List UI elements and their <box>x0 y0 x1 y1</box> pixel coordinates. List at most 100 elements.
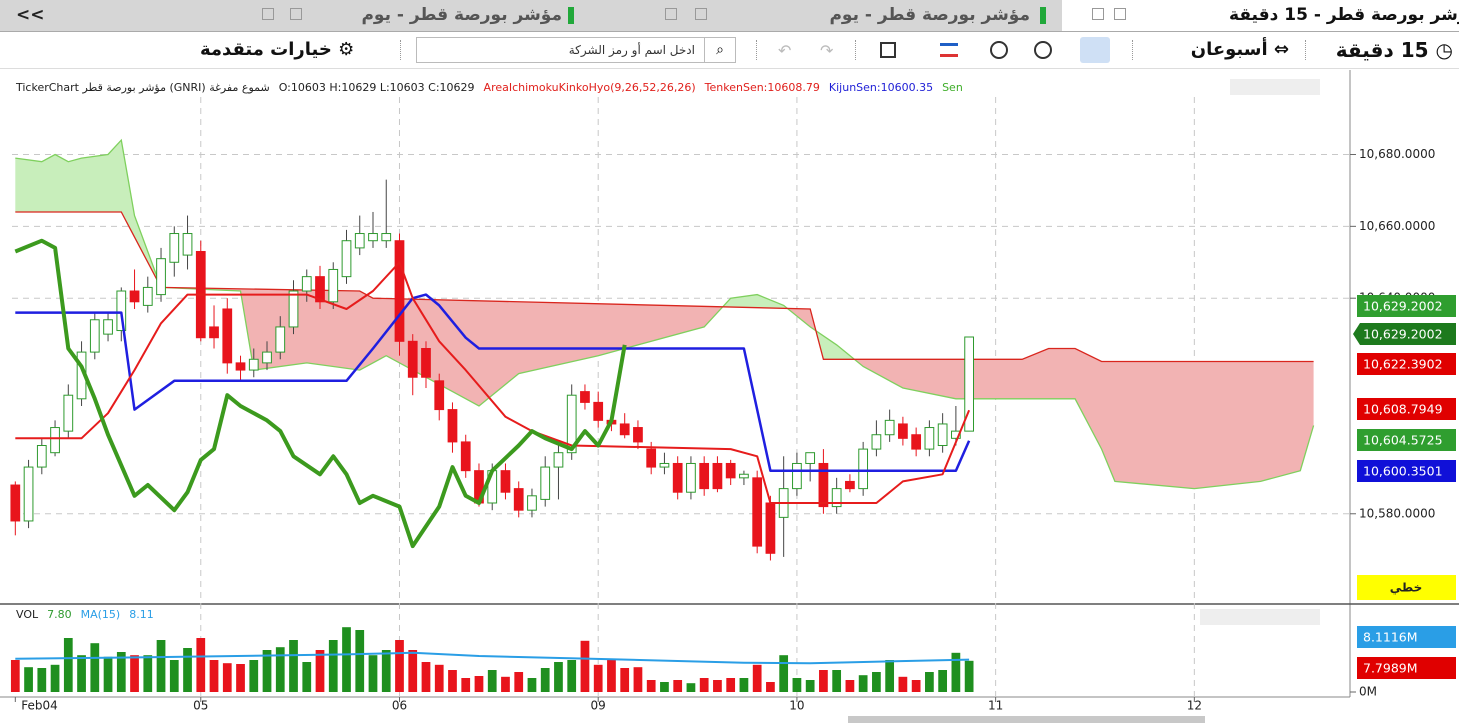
volume-bar <box>819 670 828 692</box>
candle-body <box>103 319 113 335</box>
depth-icon[interactable] <box>940 43 958 57</box>
volume-bar <box>395 640 404 692</box>
candle-body <box>354 233 365 249</box>
volume-bar <box>355 630 365 692</box>
candle-body <box>951 430 961 439</box>
candle-body <box>712 462 723 490</box>
tab-marker <box>1040 7 1046 24</box>
price-label-box <box>1357 353 1456 375</box>
candle-body <box>421 348 431 378</box>
toolbar: ◷ 15 دقيقة ⇔ أسبوعان ↷ ↶ ⌕ ادخل اسم أو ر… <box>0 32 1459 69</box>
tab-title[interactable]: مؤشر بورصة قطر - 15 دقيقة <box>1229 5 1459 25</box>
volume-bar <box>620 668 630 692</box>
price-label-box <box>1357 295 1456 317</box>
cloud-line <box>15 138 1315 490</box>
restore-icon[interactable] <box>1114 8 1126 20</box>
candle-body <box>646 448 657 468</box>
volume-bar <box>739 678 749 692</box>
candle-body <box>818 462 829 508</box>
candle-body <box>553 452 564 468</box>
max-icon[interactable] <box>695 8 707 20</box>
candle-body <box>858 448 869 490</box>
interval-label: 15 دقيقة <box>1335 38 1429 62</box>
candle-body <box>315 276 325 303</box>
volume-bar <box>580 640 590 692</box>
tab-title[interactable]: مؤشر بورصة قطر - يوم <box>361 5 562 25</box>
interval[interactable]: ◷ 15 دقيقة <box>1335 38 1453 62</box>
max-icon[interactable] <box>290 8 302 20</box>
volume-bar <box>633 667 643 692</box>
volume-bar <box>474 676 484 692</box>
price-label-box <box>1357 429 1456 451</box>
candle-body <box>368 233 378 242</box>
cloud-down <box>15 212 1314 489</box>
candle-body <box>50 427 60 454</box>
indicator-icon[interactable] <box>1034 41 1052 59</box>
compare-icon[interactable] <box>880 42 896 58</box>
candle-body <box>222 308 233 364</box>
candle-body <box>288 290 299 328</box>
candle-body <box>235 362 246 371</box>
volume-bar <box>805 680 815 692</box>
close-icon[interactable] <box>665 8 677 20</box>
x-tick-label: 10 <box>789 699 804 713</box>
tab-title[interactable]: مؤشر بورصة قطر - يوم <box>829 5 1030 25</box>
candle-body <box>964 336 975 432</box>
advanced-options[interactable]: ⚙ خيارات متقدمة <box>200 39 355 60</box>
candle-body <box>725 462 736 479</box>
collapse-tabs[interactable]: << <box>16 5 45 25</box>
legend-item: TenkenSen:10608.79 <box>704 81 820 94</box>
legend-item: VOL <box>16 608 39 621</box>
volume-bar <box>699 678 709 692</box>
redo[interactable]: ↷ <box>820 41 834 60</box>
panel-controls[interactable] <box>1230 79 1320 95</box>
volume-bar <box>342 627 351 692</box>
undo[interactable]: ↶ <box>778 41 792 60</box>
volume-bar <box>37 668 47 692</box>
candle-body <box>672 462 683 493</box>
separator <box>855 40 856 60</box>
volume-bar <box>872 672 881 692</box>
y-tick-label: 0M <box>1359 685 1377 699</box>
volume-ma-line <box>15 651 970 665</box>
x-tick-label: 09 <box>591 699 606 713</box>
period[interactable]: ⇔ أسبوعان <box>1190 39 1289 60</box>
scrollbar[interactable] <box>848 716 1205 723</box>
volume-bar <box>779 655 789 692</box>
price-label: 10,604.5725 <box>1363 433 1443 448</box>
volume-bar <box>222 663 232 692</box>
candle-body <box>633 427 643 443</box>
style-label: خطي <box>1390 581 1422 595</box>
candle-body <box>10 484 21 522</box>
volume-bar <box>593 664 603 692</box>
draw-tool[interactable] <box>1080 37 1110 63</box>
volume-bar <box>607 660 616 692</box>
max-icon[interactable] <box>1092 8 1104 20</box>
candle-body <box>871 434 882 450</box>
legend-item: O:10603 H:10629 L:10603 C:10629 <box>279 81 475 94</box>
search-button[interactable]: ⌕ <box>704 38 735 62</box>
price-label-box <box>1357 657 1456 679</box>
volume-bar <box>540 668 550 692</box>
volume-bar <box>368 655 378 692</box>
candle-body <box>831 488 842 508</box>
volume-bar <box>951 652 961 692</box>
price-label: 10,608.7949 <box>1363 402 1443 417</box>
volume-bar <box>262 650 272 692</box>
volume-bar <box>249 660 259 692</box>
candle-body <box>447 409 458 443</box>
panel-controls[interactable] <box>1200 609 1320 625</box>
close-icon[interactable] <box>262 8 274 20</box>
volume-bar <box>567 660 577 692</box>
volume-bar <box>911 680 921 692</box>
candle-body <box>739 473 749 479</box>
search-box[interactable]: ⌕ ادخل اسم أو رمز الشركة <box>416 37 736 63</box>
auto-icon[interactable] <box>990 41 1008 59</box>
candle-body <box>845 480 855 490</box>
advanced-label: خيارات متقدمة <box>200 39 332 60</box>
candle-body <box>341 240 352 278</box>
candle-body <box>328 268 339 303</box>
active-tab[interactable]: مؤشر بورصة قطر - 15 دقيقة <box>1062 0 1459 31</box>
candle-body <box>36 445 47 468</box>
